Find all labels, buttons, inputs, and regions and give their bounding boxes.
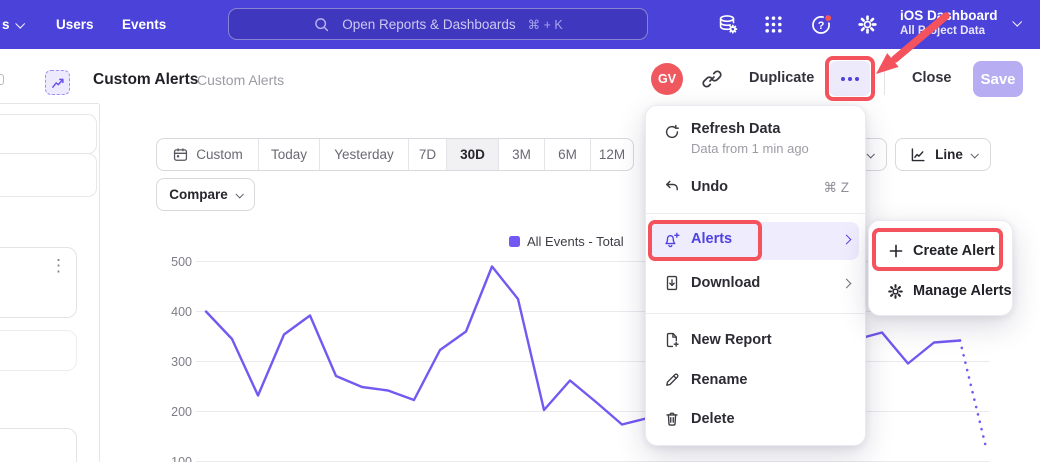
- project-switcher[interactable]: iOS Dashboard All Project Data: [900, 7, 998, 39]
- svg-text:400: 400: [171, 305, 192, 319]
- nav-item-events[interactable]: Events: [122, 17, 167, 32]
- svg-text:200: 200: [171, 405, 192, 419]
- svg-text:300: 300: [171, 355, 192, 369]
- left-panel-card[interactable]: [0, 330, 77, 371]
- range-7d[interactable]: 7D: [408, 139, 446, 170]
- duplicate-button[interactable]: Duplicate: [749, 70, 815, 86]
- chart-legend[interactable]: All Events - Total: [509, 234, 624, 249]
- undo-icon: [666, 180, 678, 191]
- range-6m[interactable]: 6M: [544, 139, 590, 170]
- menu-divider: [646, 313, 865, 314]
- undo-shortcut: ⌘ Z: [823, 180, 850, 195]
- search-input[interactable]: Open Reports & Dashboards ⌘ + K: [228, 8, 648, 40]
- download-submenu-chevron-icon: [841, 278, 852, 289]
- page-title: Custom Alerts: [93, 71, 199, 88]
- search-placeholder: Open Reports & Dashboards: [342, 16, 516, 32]
- alerts-submenu: Create Alert Manage Alerts: [868, 220, 1013, 316]
- refresh-icon: [665, 124, 680, 139]
- left-panel-card[interactable]: [0, 428, 77, 462]
- manage-alerts-gear-icon: [888, 284, 903, 299]
- report-options-menu: Refresh Data Data from 1 min ago Undo ⌘ …: [645, 105, 866, 446]
- range-today[interactable]: Today: [258, 139, 319, 170]
- plus-icon: [889, 244, 903, 258]
- search-shortcut: ⌘ + K: [527, 17, 563, 32]
- apps-grid-icon[interactable]: [762, 13, 785, 36]
- submenu-item-create-alert[interactable]: Create Alert: [913, 243, 995, 259]
- download-icon: [666, 275, 678, 291]
- avatar[interactable]: GV: [651, 63, 683, 95]
- alerts-bell-icon: [665, 232, 680, 248]
- range-12m[interactable]: 12M: [590, 139, 633, 170]
- save-button[interactable]: Save: [973, 61, 1023, 97]
- data-management-icon[interactable]: [716, 13, 739, 36]
- range-custom[interactable]: Custom: [157, 139, 258, 170]
- nav-item-users[interactable]: Users: [56, 17, 94, 32]
- more-options-button[interactable]: [830, 61, 870, 96]
- refresh-data-subtitle: Data from 1 min ago: [691, 141, 809, 156]
- svg-text:?: ?: [818, 20, 825, 32]
- menu-item-new-report[interactable]: New Report: [691, 332, 772, 348]
- help-icon[interactable]: ?: [810, 13, 833, 36]
- menu-item-download[interactable]: Download: [691, 275, 761, 291]
- left-panel-card[interactable]: [0, 247, 77, 318]
- left-edge-artifact: [0, 74, 4, 85]
- nav-item-boards-cutoff[interactable]: s: [2, 0, 25, 49]
- project-name: iOS Dashboard: [900, 8, 998, 23]
- settings-gear-icon[interactable]: [856, 13, 879, 36]
- report-type-icon: [45, 70, 70, 95]
- share-link-icon[interactable]: [701, 68, 723, 90]
- compare-button[interactable]: Compare: [156, 178, 255, 211]
- date-range-selector: Custom Today Yesterday 7D 30D 3M 6M 12M: [156, 138, 634, 171]
- menu-item-alerts[interactable]: Alerts: [691, 231, 733, 247]
- legend-label: All Events - Total: [527, 234, 624, 249]
- menu-divider: [646, 213, 865, 214]
- range-yesterday[interactable]: Yesterday: [319, 139, 408, 170]
- chevron-down-icon: [970, 149, 979, 159]
- top-navbar: s Users Events Open Reports & Dashboards…: [0, 0, 1040, 49]
- calendar-icon: [174, 148, 188, 161]
- rename-pencil-icon: [666, 373, 679, 386]
- svg-text:100: 100: [171, 455, 192, 462]
- chevron-down-icon: [866, 149, 875, 159]
- search-icon: [315, 17, 329, 31]
- project-chevron-down-icon: [1012, 16, 1023, 27]
- menu-item-delete[interactable]: Delete: [691, 411, 735, 427]
- left-panel-top-border: [0, 103, 99, 104]
- legend-swatch: [509, 236, 520, 247]
- submenu-item-manage-alerts[interactable]: Manage Alerts: [913, 283, 1012, 299]
- chevron-down-icon: [235, 189, 244, 199]
- svg-text:500: 500: [171, 255, 192, 269]
- new-report-icon: [666, 332, 679, 348]
- delete-trash-icon: [666, 412, 678, 426]
- breadcrumb: Custom Alerts: [197, 72, 285, 88]
- menu-item-rename[interactable]: Rename: [691, 372, 748, 388]
- close-button[interactable]: Close: [912, 70, 952, 86]
- range-30d-selected[interactable]: 30D: [446, 139, 498, 170]
- chart-type-button[interactable]: Line: [895, 138, 991, 171]
- range-3m[interactable]: 3M: [498, 139, 544, 170]
- header-divider: [884, 63, 885, 95]
- menu-item-refresh-data[interactable]: Refresh Data: [691, 121, 781, 137]
- alerts-highlight: [652, 222, 859, 260]
- project-scope: All Project Data: [900, 25, 985, 37]
- notification-badge: [823, 13, 833, 23]
- card-kebab-menu-icon[interactable]: ⋮: [50, 256, 67, 275]
- menu-item-undo[interactable]: Undo: [691, 179, 729, 195]
- nav-cut-label: s: [2, 17, 10, 32]
- left-panel-row[interactable]: [0, 153, 97, 197]
- left-panel-divider: [99, 104, 100, 462]
- chevron-down-icon: [14, 18, 25, 29]
- line-chart-icon: [911, 147, 925, 161]
